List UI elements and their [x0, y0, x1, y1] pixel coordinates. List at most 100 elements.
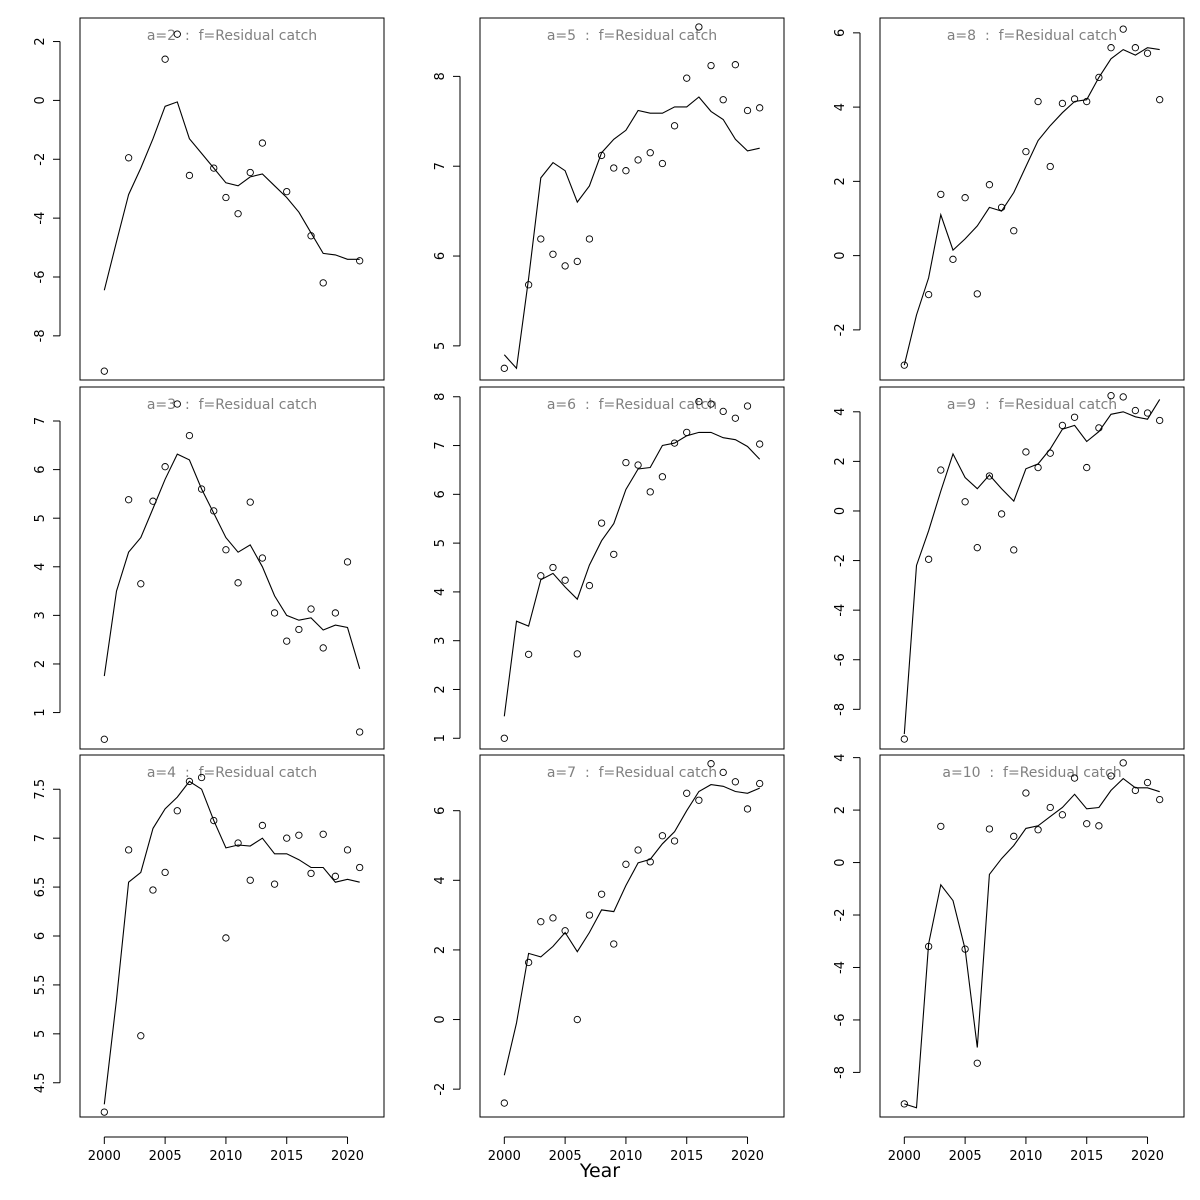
observed-point	[197, 773, 206, 782]
x-tick-label: 2000	[488, 1149, 521, 1164]
x-tick-label: 2005	[549, 1149, 582, 1164]
observed-point	[356, 863, 364, 872]
x-tick-label: 2000	[88, 1149, 121, 1164]
panel-title: a=7 : f=Residual catch	[547, 765, 717, 781]
observed-point	[1010, 227, 1018, 235]
observed-point	[500, 734, 508, 742]
y-tick-label: 5.5	[33, 975, 48, 996]
panel-title: a=4 : f=Residual catch	[147, 765, 317, 781]
observed-point	[343, 558, 352, 566]
observed-point	[1010, 832, 1018, 840]
y-tick-label: 2	[33, 660, 48, 668]
observed-point	[610, 164, 618, 172]
panel-6: -2 0 2 4 6 2000 2005 2010 2015 2020 a=7 : f=Residu…	[433, 754, 785, 1164]
plot-frame	[479, 754, 785, 1118]
observed-point	[319, 279, 327, 287]
y-tick-label: 1	[433, 734, 448, 742]
observed-point	[743, 106, 752, 115]
observed-point	[924, 555, 933, 563]
x-tick-label: 2015	[270, 1149, 303, 1164]
y-tick-label: 2	[33, 37, 48, 45]
observed-point	[658, 832, 667, 840]
observed-point	[1083, 97, 1091, 106]
observed-point	[307, 869, 315, 878]
observed-point	[610, 550, 618, 558]
observed-point	[731, 414, 740, 422]
fitted-line	[904, 777, 1160, 1109]
y-tick-label: -2	[833, 323, 848, 336]
fitted-line	[103, 780, 360, 1105]
y-tick-label: -4	[833, 604, 848, 617]
x-tick-label: 2020	[331, 1149, 364, 1164]
observed-point	[246, 876, 254, 884]
plot-frame	[879, 754, 1185, 1118]
observed-point	[997, 510, 1006, 518]
observed-point	[549, 563, 557, 572]
y-tick-label: 6.5	[33, 877, 48, 898]
observed-point	[524, 958, 533, 967]
observed-point	[585, 911, 594, 919]
y-tick-label: -2	[833, 554, 848, 567]
y-tick-label: 7	[433, 162, 448, 170]
observed-point	[100, 1108, 108, 1116]
y-tick-label: 0	[833, 251, 848, 259]
observed-point	[283, 834, 291, 842]
x-tick-label: 2010	[1009, 1149, 1042, 1164]
observed-point	[343, 846, 352, 854]
y-tick-label: 6	[33, 465, 48, 473]
y-tick-label: 4	[833, 103, 848, 111]
y-tick-label: -2	[33, 153, 48, 166]
observed-point	[356, 728, 364, 736]
panel-title: a=9 : f=Residual catch	[947, 397, 1117, 413]
y-tick-label: 2	[433, 685, 448, 693]
observed-point	[707, 61, 715, 70]
panel-2: 1 2 3 4 5 6 7 a=3 : f=Residual catch	[33, 386, 385, 750]
plot-frame	[479, 386, 785, 750]
panel-title: a=3 : f=Residual catch	[147, 397, 317, 413]
observed-point	[537, 918, 545, 926]
y-tick-label: 0	[433, 1015, 448, 1023]
y-tick-label: -8	[833, 703, 848, 716]
observed-point	[658, 473, 667, 481]
observed-point	[743, 805, 752, 813]
observed-point	[1034, 826, 1042, 834]
y-tick-label: 5	[433, 342, 448, 350]
y-tick-label: 4	[833, 408, 848, 416]
observed-point	[622, 458, 630, 467]
panel-title: a=5 : f=Residual catch	[547, 28, 717, 44]
plot-frame	[879, 17, 1185, 381]
observed-point	[695, 397, 703, 406]
observed-point	[258, 139, 267, 147]
y-tick-label: -6	[833, 653, 848, 666]
observed-point	[283, 187, 291, 196]
observed-point	[719, 768, 727, 777]
x-tick-label: 2010	[209, 1149, 242, 1164]
observed-point	[646, 488, 654, 496]
observed-point	[985, 181, 994, 189]
plot-frame	[79, 754, 385, 1118]
y-tick-label: 7	[33, 834, 48, 842]
fitted-line	[503, 784, 760, 1076]
observed-point	[1119, 393, 1127, 401]
y-tick-label: 4	[833, 753, 848, 761]
observed-point	[949, 255, 957, 263]
observed-point	[719, 96, 727, 104]
observed-point	[924, 290, 933, 299]
observed-point	[222, 193, 230, 202]
y-tick-label: 2	[833, 457, 848, 465]
observed-point	[561, 576, 569, 584]
y-tick-label: -6	[833, 1013, 848, 1026]
observed-point	[937, 466, 945, 474]
observed-point	[683, 74, 691, 82]
observed-point	[1010, 546, 1018, 554]
observed-point	[1095, 73, 1103, 82]
observed-point	[937, 190, 945, 199]
observed-point	[1107, 44, 1115, 52]
panel-1: -8 -6 -4 -2 0 2 a=2 : f=Residual catch	[33, 17, 385, 381]
plot-frame	[879, 386, 1185, 750]
observed-point	[222, 546, 230, 554]
observed-point	[961, 498, 969, 506]
observed-point	[1070, 413, 1079, 421]
observed-point	[1107, 772, 1115, 780]
observed-point	[973, 544, 981, 552]
